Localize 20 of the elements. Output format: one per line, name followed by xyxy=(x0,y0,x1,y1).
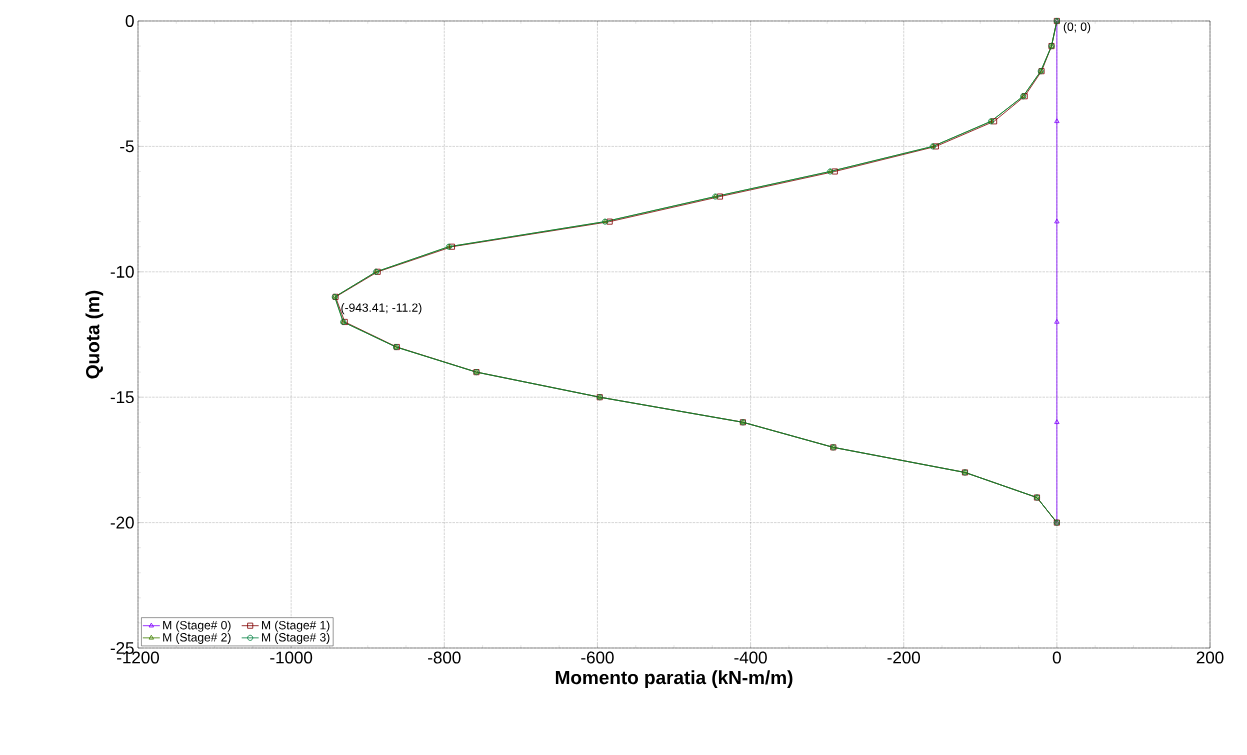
x-tick-label: -1000 xyxy=(270,651,313,664)
y-tick-label: -5 xyxy=(120,140,134,153)
y-tick-label: -10 xyxy=(110,265,134,278)
y-tick-label: 0 xyxy=(125,15,134,27)
y-tick-label: -15 xyxy=(110,391,134,404)
annotation: (-943.41; -11.2) xyxy=(341,303,422,315)
x-tick-label: -800 xyxy=(428,651,461,664)
x-tick-label: -600 xyxy=(581,651,614,664)
annotation: (0; 0) xyxy=(1063,22,1091,34)
legend-label: M (Stage# 3) xyxy=(262,632,330,644)
x-axis-title: Momento paratia (kN-m/m) xyxy=(555,670,793,688)
x-tick-label: 0 xyxy=(1052,651,1061,664)
x-tick-label: -200 xyxy=(887,651,921,664)
y-tick-label: -20 xyxy=(110,516,134,529)
legend-label: M (Stage# 0) xyxy=(163,620,231,632)
legend-label: M (Stage# 2) xyxy=(163,632,231,644)
y-axis-title: Quota (m) xyxy=(85,290,104,379)
legend-label: M (Stage# 1) xyxy=(262,620,330,632)
x-tick-label: -400 xyxy=(734,651,767,664)
x-tick-label: 200 xyxy=(1196,651,1224,664)
